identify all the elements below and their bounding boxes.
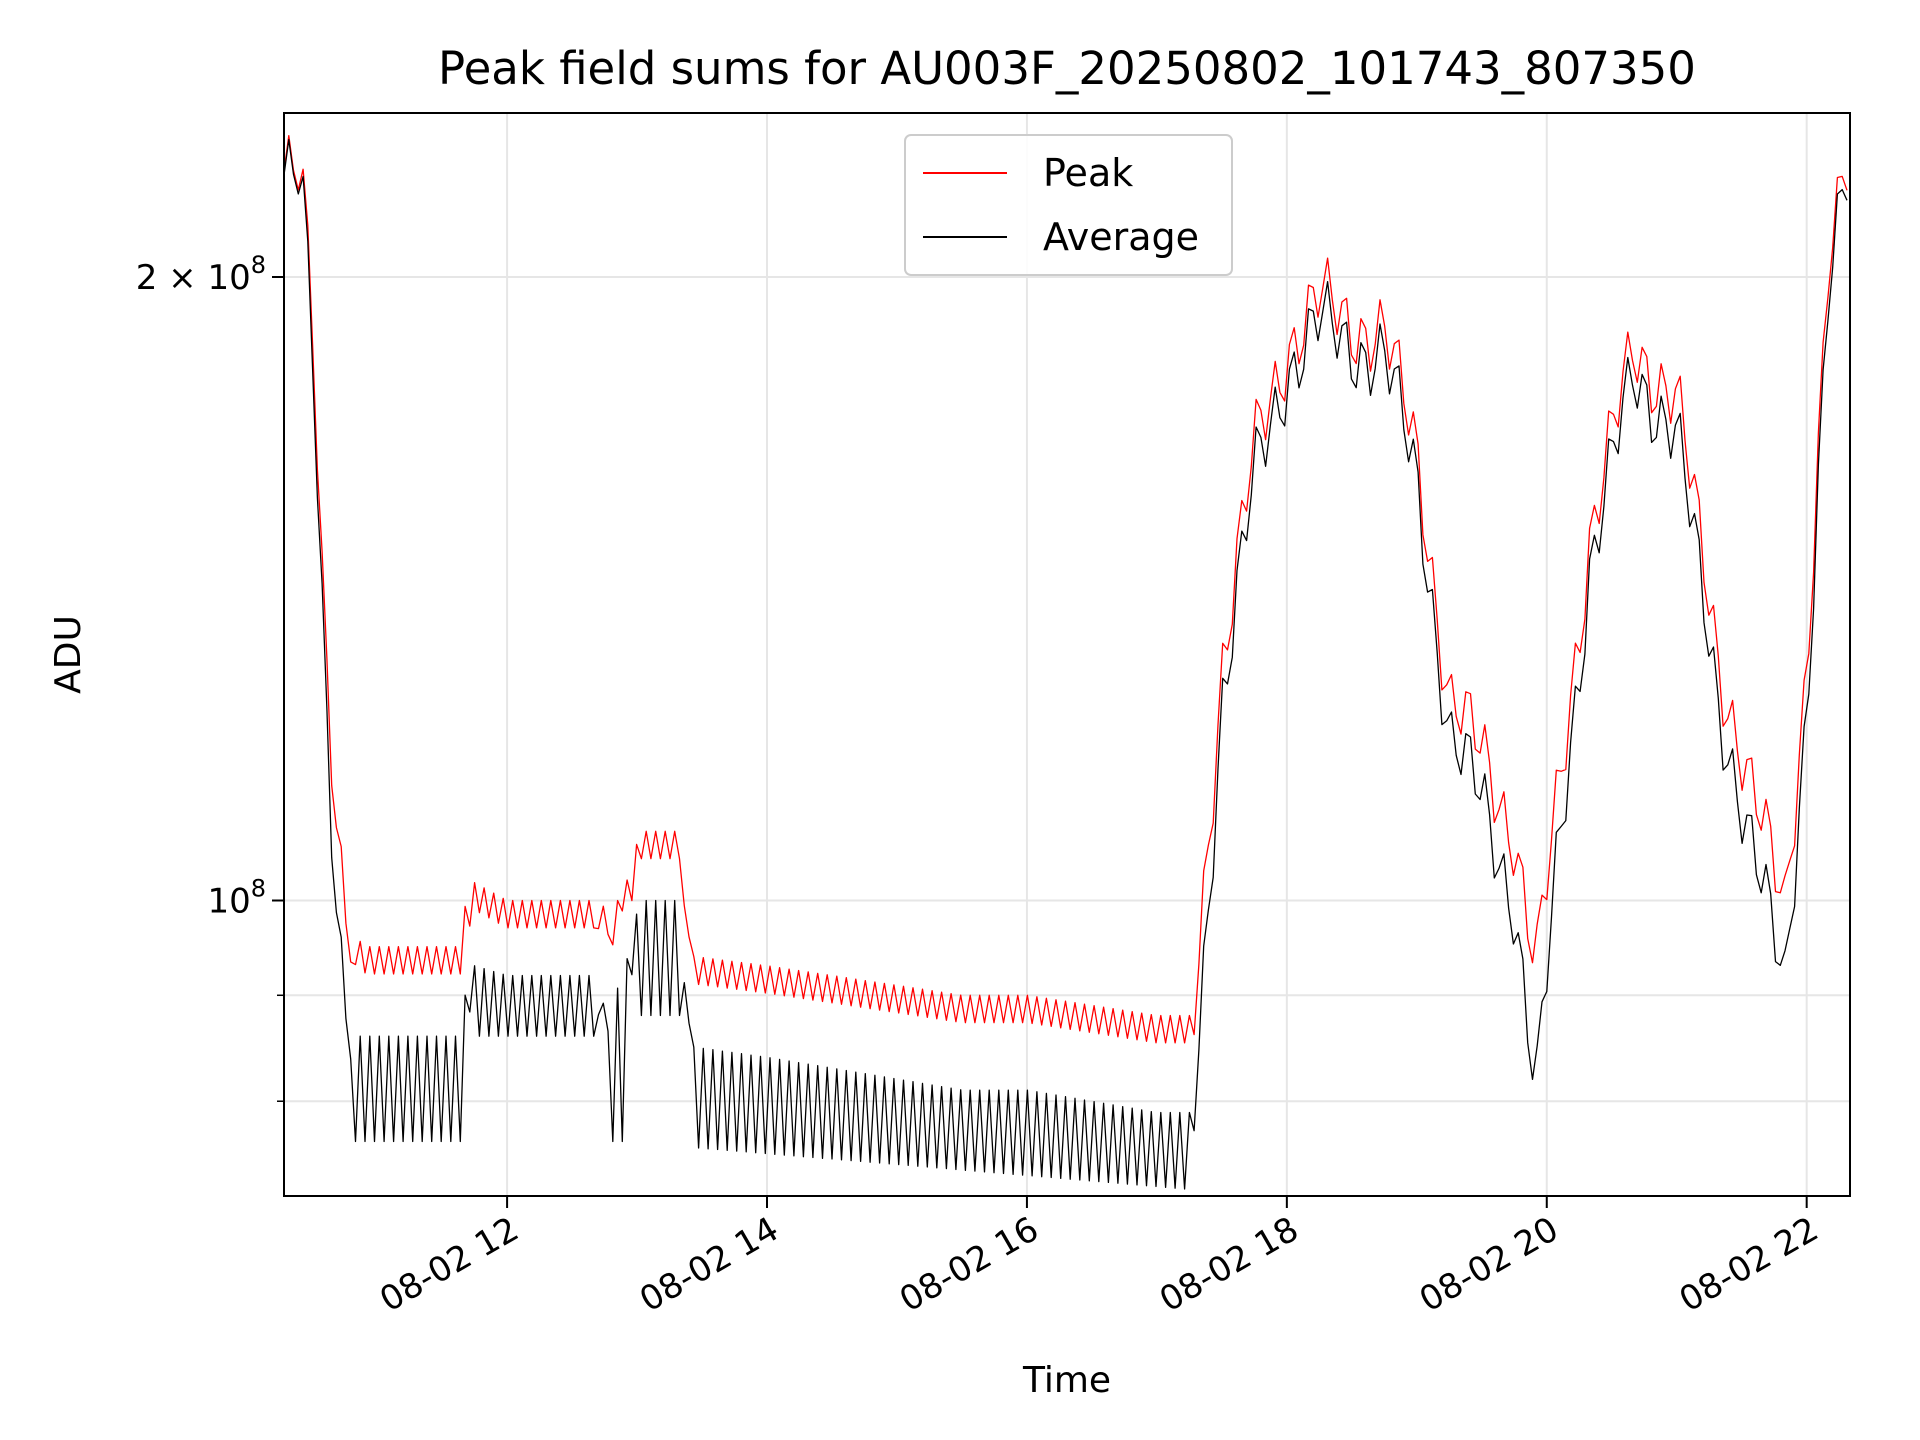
- legend-label-average: Average: [1043, 215, 1199, 259]
- y-axis-label: ADU: [48, 615, 89, 694]
- axes-frame: [283, 112, 1851, 1197]
- legend-label-peak: Peak: [1043, 151, 1133, 195]
- peak-series-line: [283, 135, 1848, 1044]
- y-tick-label: 108: [207, 875, 266, 922]
- average-series-line: [283, 139, 1848, 1190]
- chart-title: Peak field sums for AU003F_20250802_1017…: [438, 42, 1696, 95]
- legend-box: [904, 134, 1233, 276]
- y-axis-ticks: 108 2 × 108: [136, 251, 284, 1102]
- y-tick-label: 2 × 108: [136, 251, 266, 298]
- x-axis-label: Time: [1022, 1360, 1111, 1401]
- grid: [284, 113, 1850, 1196]
- plot-lines: [283, 135, 1848, 1190]
- legend: Peak Average: [904, 134, 1233, 276]
